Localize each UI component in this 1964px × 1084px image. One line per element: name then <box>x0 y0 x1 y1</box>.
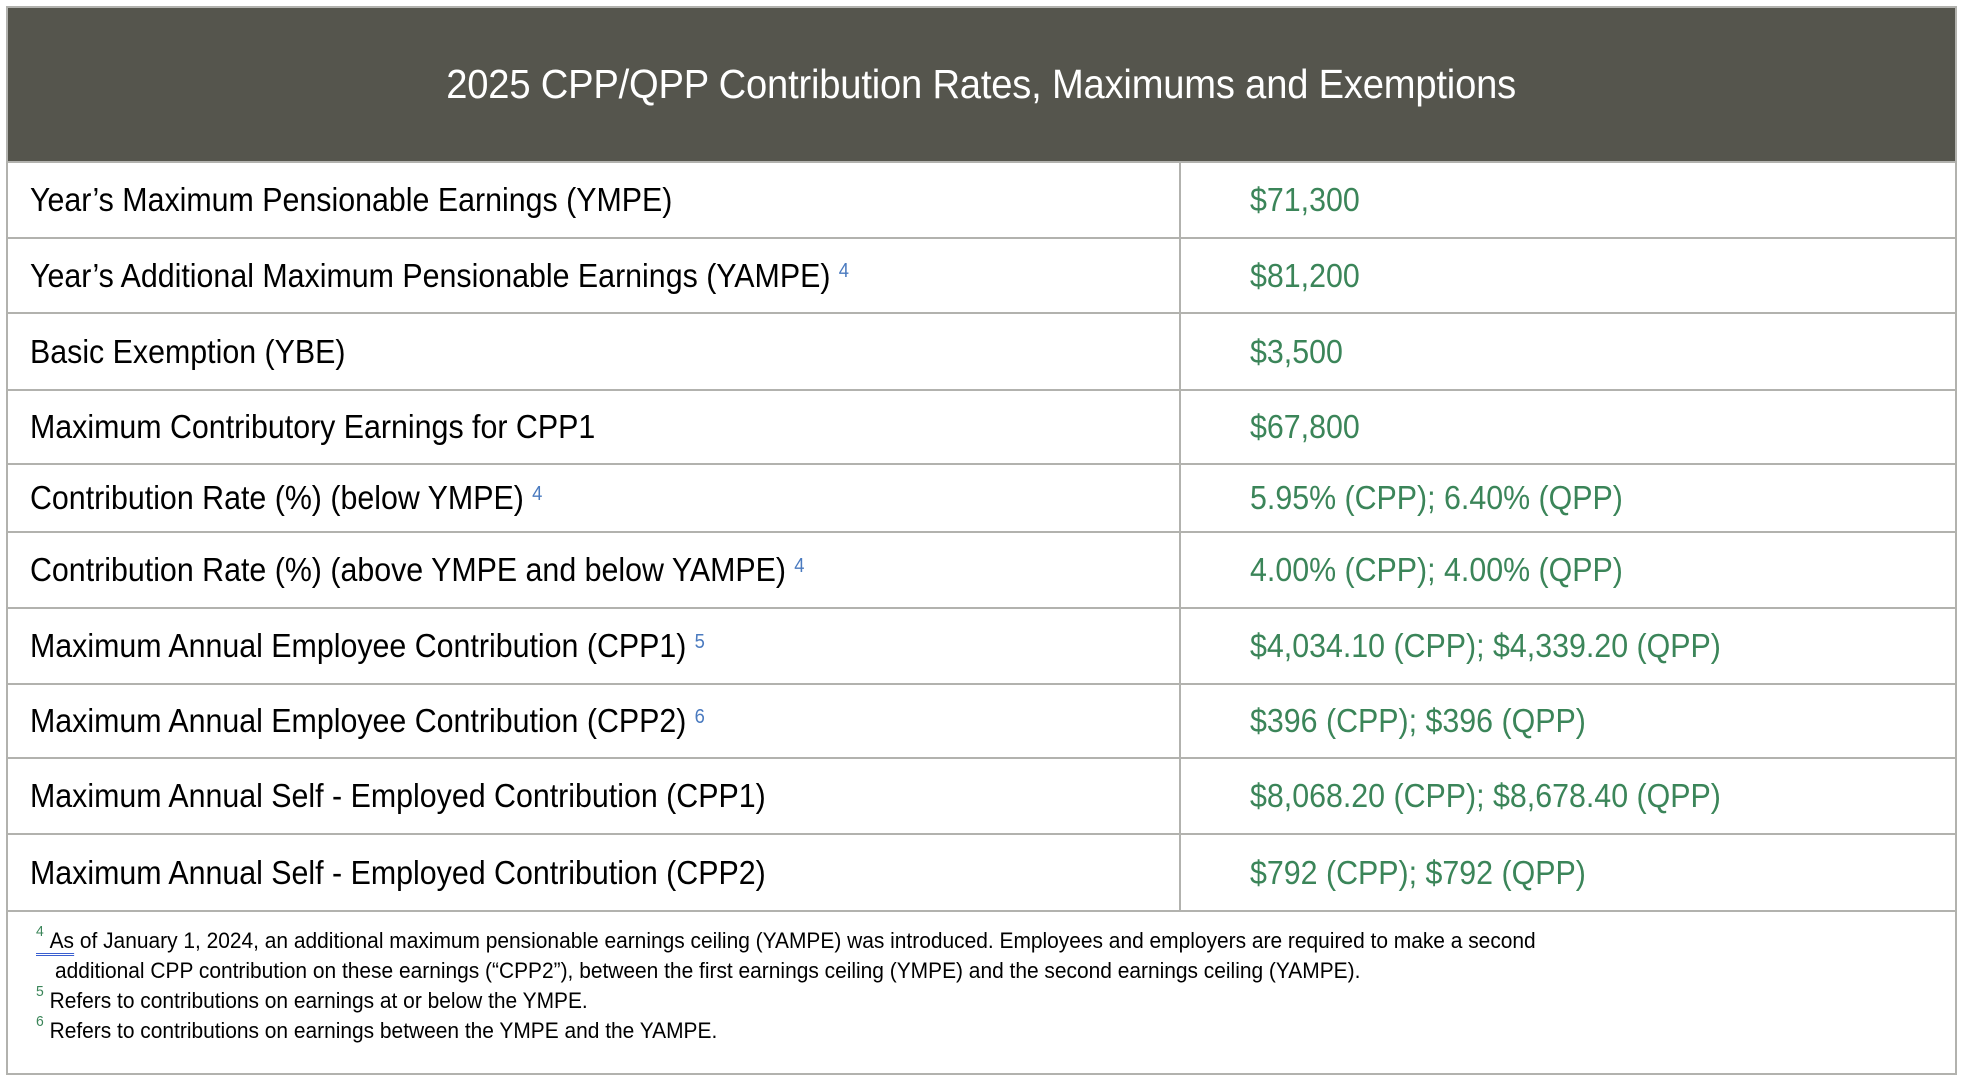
table-row: Maximum Annual Self - Employed Contribut… <box>8 833 1955 910</box>
row-label: Maximum Annual Self - Employed Contribut… <box>30 835 766 910</box>
footnote-text: of January 1, 2024, an additional maximu… <box>74 928 1536 953</box>
row-label: Year’s Maximum Pensionable Earnings (YMP… <box>30 163 672 237</box>
row-label-text: Maximum Annual Employee Contribution (CP… <box>30 627 687 664</box>
row-value: $396 (CPP); $396 (QPP) <box>1250 702 1586 739</box>
table-row: Contribution Rate (%) (above YMPE and be… <box>8 531 1955 607</box>
row-label-text: Year’s Additional Maximum Pensionable Ea… <box>30 256 831 294</box>
row-value: $71,300 <box>1250 181 1360 218</box>
row-value: $81,200 <box>1250 256 1360 294</box>
footnote-marker: 5 <box>36 983 44 1000</box>
table-row: Maximum Annual Self - Employed Contribut… <box>8 757 1955 833</box>
row-label: Maximum Annual Employee Contribution (CP… <box>30 685 705 757</box>
row-label-text: Contribution Rate (%) (below YMPE) <box>30 479 524 516</box>
row-value: $67,800 <box>1250 408 1360 445</box>
footnote-text: Refers to contributions on earnings betw… <box>49 1018 718 1043</box>
footnote-reference[interactable]: 4 <box>794 554 805 577</box>
column-divider <box>1179 239 1181 312</box>
row-label-text: Maximum Annual Self - Employed Contribut… <box>30 853 766 891</box>
column-divider <box>1179 391 1181 463</box>
table-header: 2025 CPP/QPP Contribution Rates, Maximum… <box>8 8 1955 161</box>
column-divider <box>1179 609 1181 683</box>
footnote-reference[interactable]: 4 <box>532 482 543 505</box>
column-divider <box>1179 835 1181 910</box>
footnote-4-continued: additional CPP contribution on these ear… <box>55 956 1360 986</box>
footnote-6: 6 Refers to contributions on earnings be… <box>36 1013 718 1046</box>
column-divider <box>1179 314 1181 389</box>
row-label-text: Maximum Contributory Earnings for CPP1 <box>30 408 596 445</box>
table-row: Basic Exemption (YBE) $3,500 <box>8 312 1955 389</box>
footnote-reference[interactable]: 6 <box>694 705 705 728</box>
footnote-reference[interactable]: 5 <box>694 630 705 653</box>
row-value: $3,500 <box>1250 332 1343 370</box>
table-title: 2025 CPP/QPP Contribution Rates, Maximum… <box>446 61 1517 107</box>
table-row: Year’s Maximum Pensionable Earnings (YMP… <box>8 161 1955 237</box>
column-divider <box>1179 533 1181 607</box>
row-value: 4.00% (CPP); 4.00% (QPP) <box>1250 551 1623 588</box>
footnote-link-word[interactable]: As <box>49 928 75 953</box>
row-label-text: Maximum Annual Self - Employed Contribut… <box>30 777 766 814</box>
footnote-4: 4 As of January 1, 2024, an additional m… <box>36 923 1536 956</box>
rates-table: 2025 CPP/QPP Contribution Rates, Maximum… <box>6 6 1957 1075</box>
row-label: Year’s Additional Maximum Pensionable Ea… <box>30 239 849 312</box>
column-divider <box>1179 685 1181 757</box>
footnote-marker: 6 <box>36 1013 44 1030</box>
column-divider <box>1179 759 1181 833</box>
footnote-marker: 4 <box>36 923 44 940</box>
row-value: $792 (CPP); $792 (QPP) <box>1250 853 1586 891</box>
row-value: 5.95% (CPP); 6.40% (QPP) <box>1250 479 1623 516</box>
row-label: Contribution Rate (%) (above YMPE and be… <box>30 533 805 607</box>
table-row: Maximum Annual Employee Contribution (CP… <box>8 607 1955 683</box>
table-row: Year’s Additional Maximum Pensionable Ea… <box>8 237 1955 312</box>
footnote-5: 5 Refers to contributions on earnings at… <box>36 983 588 1016</box>
table-row: Maximum Annual Employee Contribution (CP… <box>8 683 1955 757</box>
row-label-text: Contribution Rate (%) (above YMPE and be… <box>30 551 786 588</box>
row-label-text: Maximum Annual Employee Contribution (CP… <box>30 702 687 739</box>
row-value: $4,034.10 (CPP); $4,339.20 (QPP) <box>1250 627 1721 664</box>
column-divider <box>1179 163 1181 237</box>
row-value: $8,068.20 (CPP); $8,678.40 (QPP) <box>1250 777 1721 814</box>
row-label: Maximum Annual Employee Contribution (CP… <box>30 609 705 683</box>
footnote-reference[interactable]: 4 <box>838 260 849 282</box>
row-label-text: Year’s Maximum Pensionable Earnings (YMP… <box>30 181 673 218</box>
row-label: Maximum Contributory Earnings for CPP1 <box>30 391 595 463</box>
footnote-text: Refers to contributions on earnings at o… <box>49 988 588 1013</box>
column-divider <box>1179 465 1181 531</box>
footnote-text: additional CPP contribution on these ear… <box>55 958 1361 983</box>
row-label: Maximum Annual Self - Employed Contribut… <box>30 759 766 833</box>
footnotes-section: 4 As of January 1, 2024, an additional m… <box>8 910 1955 1073</box>
row-label-text: Basic Exemption (YBE) <box>30 332 346 370</box>
row-label: Contribution Rate (%) (below YMPE) 4 <box>30 465 542 531</box>
table-row: Contribution Rate (%) (below YMPE) 4 5.95%… <box>8 463 1955 531</box>
table-row: Maximum Contributory Earnings for CPP1 $6… <box>8 389 1955 463</box>
row-label: Basic Exemption (YBE) <box>30 314 346 389</box>
